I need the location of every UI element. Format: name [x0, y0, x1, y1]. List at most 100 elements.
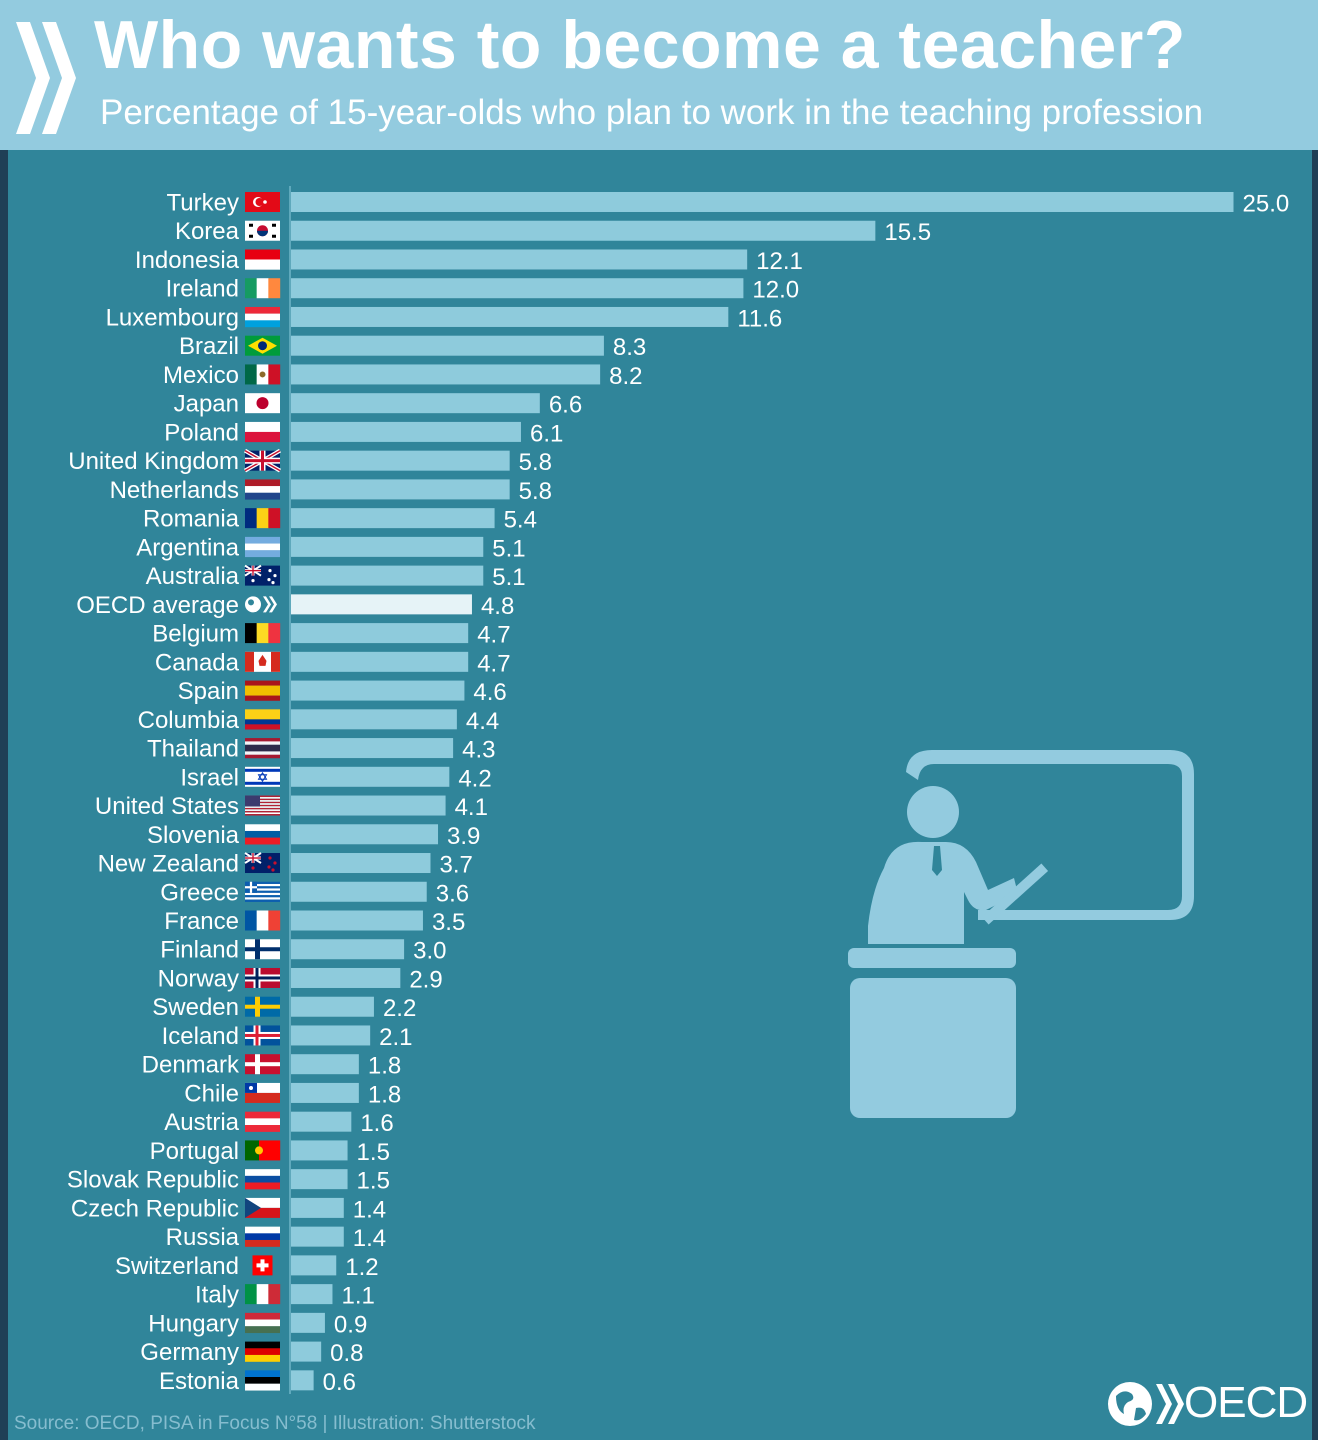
category-label: Luxembourg	[106, 304, 239, 331]
value-label: 8.2	[609, 363, 642, 390]
category-label: Germany	[140, 1339, 239, 1366]
bar	[291, 1370, 314, 1391]
flag-austria	[245, 1111, 280, 1132]
value-label: 5.1	[492, 564, 525, 591]
bar	[291, 795, 446, 816]
bar	[291, 1197, 344, 1218]
category-label: Chile	[184, 1080, 239, 1107]
category-label: Denmark	[142, 1052, 240, 1079]
flag-argentina	[245, 536, 280, 558]
bar	[291, 1226, 344, 1247]
category-label: United States	[95, 793, 239, 820]
flag-iceland	[245, 1025, 280, 1046]
category-label: Hungary	[148, 1310, 239, 1337]
value-label: 1.1	[341, 1283, 374, 1310]
bar	[291, 1169, 348, 1190]
flag-estonia	[245, 1370, 280, 1391]
flag-new-zealand	[244, 852, 280, 874]
bar	[291, 623, 469, 644]
value-label: 1.8	[368, 1081, 401, 1108]
value-label: 8.3	[613, 334, 646, 361]
flag-sweden	[245, 996, 280, 1017]
category-label: Portugal	[150, 1138, 239, 1165]
flag-australia	[244, 564, 280, 586]
value-label: 3.0	[413, 938, 446, 965]
value-label: 3.6	[436, 880, 469, 907]
value-label: 4.7	[477, 622, 510, 649]
category-label: France	[164, 908, 239, 935]
value-label: 0.9	[334, 1311, 367, 1338]
flag-hungary	[245, 1312, 280, 1334]
category-label: Estonia	[159, 1368, 240, 1395]
bar	[291, 364, 601, 385]
bar	[291, 1312, 325, 1333]
value-label: 1.8	[368, 1053, 401, 1080]
bar	[291, 1054, 359, 1075]
bar	[291, 220, 876, 241]
flag-indonesia	[245, 249, 280, 270]
bar	[291, 479, 510, 500]
category-label: Mexico	[163, 362, 239, 389]
bar	[291, 967, 401, 988]
bar	[291, 1140, 348, 1161]
flag-finland	[245, 939, 280, 960]
bar	[291, 335, 604, 356]
value-label: 12.1	[756, 248, 803, 275]
category-label: Columbia	[138, 707, 240, 734]
flag-chile	[245, 1082, 280, 1103]
flag-slovak-republic	[245, 1169, 280, 1190]
category-label: Turkey	[167, 190, 239, 217]
value-label: 4.7	[477, 650, 510, 677]
value-label: 1.4	[353, 1225, 386, 1252]
category-label: New Zealand	[98, 851, 239, 878]
bar	[291, 249, 748, 270]
value-label: 1.5	[357, 1168, 390, 1195]
header-banner: Who wants to become a teacher? Percentag…	[0, 0, 1318, 150]
category-label: Romania	[143, 506, 240, 533]
oecd-chevron-icon	[16, 22, 76, 134]
page-title: Who wants to become a teacher?	[94, 7, 1186, 83]
source-note: Source: OECD, PISA in Focus N°58 | Illus…	[14, 1413, 536, 1434]
category-label: Canada	[155, 649, 240, 676]
chart-panel: Turkey 25.0 Korea 15.5 Indonesia 12.1 Ireland 1…	[8, 150, 1312, 1440]
value-label: 11.6	[737, 305, 782, 332]
bar	[291, 565, 484, 586]
flag-canada	[245, 651, 280, 672]
bar	[291, 1025, 371, 1046]
bar	[291, 680, 465, 701]
flag-spain	[245, 680, 280, 701]
value-label: 5.4	[504, 507, 537, 534]
value-label: 3.7	[439, 852, 472, 879]
bar	[291, 910, 423, 931]
bar	[291, 853, 431, 874]
flag-portugal	[245, 1140, 281, 1161]
oecd-logo-icon	[1108, 1382, 1184, 1426]
category-label: Belgium	[152, 621, 239, 648]
value-label: 5.8	[519, 478, 552, 505]
flag-korea	[245, 220, 280, 241]
category-label: Indonesia	[135, 247, 240, 274]
flag-greece	[245, 881, 280, 902]
flag-israel	[245, 766, 280, 787]
value-label: 1.6	[360, 1110, 393, 1137]
value-label: 1.2	[345, 1254, 378, 1281]
category-label: Norway	[158, 965, 239, 992]
bar	[291, 824, 439, 845]
flag-italy	[245, 1284, 281, 1305]
category-label: Ireland	[166, 276, 239, 303]
bar	[291, 1111, 352, 1132]
value-label: 3.9	[447, 823, 480, 850]
flag-united-states	[245, 795, 280, 816]
category-label: Slovenia	[147, 822, 240, 849]
value-label: 0.8	[330, 1340, 363, 1367]
teacher-illustration-icon	[848, 750, 1194, 1118]
category-label: Poland	[164, 419, 239, 446]
value-label: 2.1	[379, 1024, 412, 1051]
flag-switzerland	[252, 1255, 273, 1276]
flag-denmark	[245, 1054, 280, 1075]
bar	[291, 1284, 333, 1305]
bar	[291, 192, 1234, 212]
bar	[291, 421, 521, 442]
category-label: Japan	[174, 391, 239, 418]
flag-luxembourg	[245, 306, 280, 328]
